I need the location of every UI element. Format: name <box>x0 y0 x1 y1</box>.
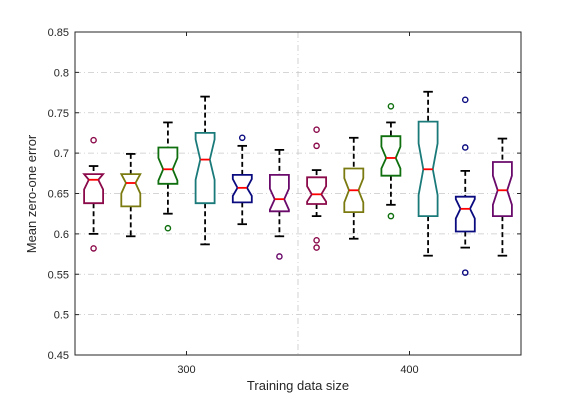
box-300-2 <box>119 153 142 238</box>
outlier-point <box>90 136 97 144</box>
y-tick-label: 0.45 <box>48 350 69 362</box>
box-300-5 <box>231 134 253 226</box>
box-300-4 <box>194 95 216 246</box>
box-400-4 <box>417 90 439 257</box>
box-body <box>119 173 142 208</box>
box-body <box>82 173 106 205</box>
box-400-5 <box>454 96 476 276</box>
x-tick-label: 300 <box>177 364 195 376</box>
box-body <box>157 146 179 185</box>
outlier-point <box>313 244 320 251</box>
box-body <box>306 176 328 205</box>
box-400-6 <box>491 137 513 257</box>
box-body <box>491 161 513 218</box>
y-tick-label: 0.75 <box>48 108 69 120</box>
box-300-6 <box>268 148 290 260</box>
y-tick-label: 0.6 <box>54 229 69 241</box>
outlier-point <box>313 237 320 244</box>
boxes <box>82 90 513 276</box>
x-axis: 300 400 <box>177 32 419 376</box>
y-tick-label: 0.55 <box>48 269 69 281</box>
x-tick-label: 400 <box>400 364 418 376</box>
y-tick-label: 0.85 <box>48 27 69 39</box>
outlier-point <box>461 96 469 104</box>
outlier-point <box>90 245 97 252</box>
box-body <box>454 195 476 233</box>
box-300-3 <box>157 121 179 232</box>
outlier-point <box>276 253 283 260</box>
outlier-point <box>313 126 320 134</box>
outlier-point <box>387 102 395 110</box>
box-body <box>194 131 216 205</box>
y-tick-label: 0.5 <box>54 310 69 322</box>
box-body <box>380 135 402 177</box>
x-axis-label: Training data size <box>247 378 349 393</box>
outlier-point <box>238 134 246 142</box>
outlier-point <box>313 142 320 150</box>
y-tick-label: 0.7 <box>54 148 69 160</box>
box-400-3 <box>380 102 402 220</box>
box-body <box>268 173 290 213</box>
box-400-2 <box>343 136 365 240</box>
outlier-point <box>461 144 469 151</box>
outlier-point <box>164 224 172 232</box>
y-axis: 0.45 0.5 0.55 0.6 0.65 0.7 0.75 0.8 0.85 <box>48 27 521 362</box>
y-axis-label: Mean zero-one error <box>24 134 39 253</box>
box-300-1 <box>82 136 106 252</box>
y-tick-label: 0.8 <box>54 67 69 79</box>
y-tick-label: 0.65 <box>48 189 69 201</box>
box-400-1 <box>306 126 328 251</box>
outlier-point <box>461 269 469 276</box>
outlier-point <box>387 212 395 220</box>
grid-lines <box>75 32 521 355</box>
